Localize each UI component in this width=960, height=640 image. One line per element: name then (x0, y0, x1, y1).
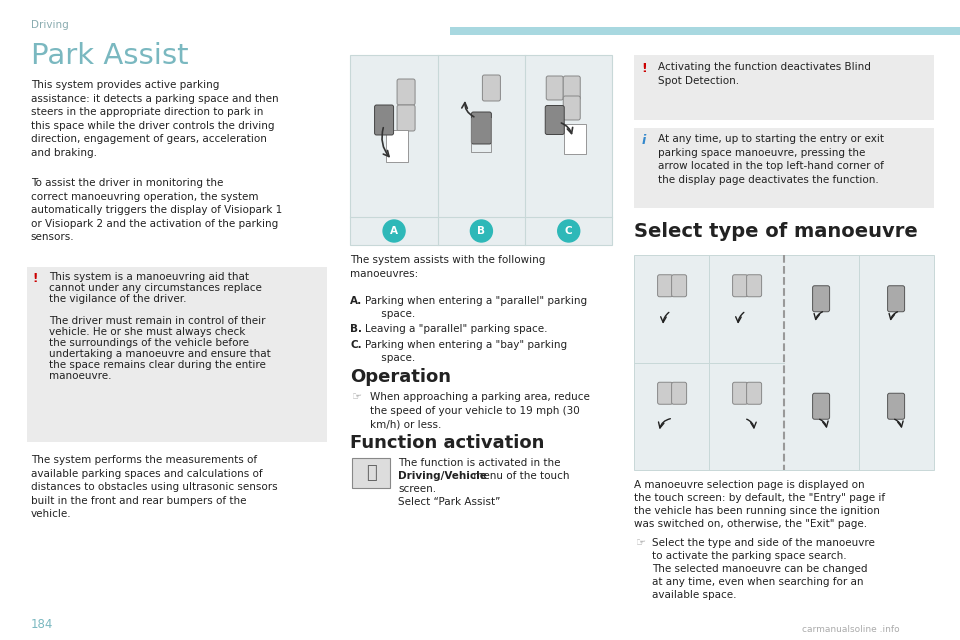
Bar (352, 458, 391, 488)
Text: To assist the driver in monitoring the
correct manoeuvring operation, the system: To assist the driver in monitoring the c… (31, 178, 282, 243)
Text: 184: 184 (31, 618, 53, 631)
Text: The selected manoeuvre can be changed: The selected manoeuvre can be changed (652, 564, 867, 574)
FancyBboxPatch shape (546, 76, 564, 100)
Circle shape (558, 220, 580, 242)
Text: Parking when entering a "bay" parking
     space.: Parking when entering a "bay" parking sp… (366, 340, 567, 363)
Text: When approaching a parking area, reduce
the speed of your vehicle to 19 mph (30
: When approaching a parking area, reduce … (371, 392, 590, 429)
FancyBboxPatch shape (564, 76, 580, 100)
FancyBboxPatch shape (658, 275, 673, 297)
FancyBboxPatch shape (747, 275, 761, 297)
FancyBboxPatch shape (732, 382, 748, 404)
Text: !: ! (33, 272, 38, 285)
Circle shape (470, 220, 492, 242)
Circle shape (383, 220, 405, 242)
Text: Activating the function deactivates Blind
Spot Detection.: Activating the function deactivates Blin… (658, 62, 871, 86)
Text: the touch screen: by default, the "Entry" page if: the touch screen: by default, the "Entry… (634, 493, 885, 503)
Text: the space remains clear during the entire: the space remains clear during the entir… (49, 360, 266, 370)
FancyBboxPatch shape (732, 275, 748, 297)
Text: the vigilance of the driver.: the vigilance of the driver. (49, 294, 186, 304)
Text: 🚗: 🚗 (366, 464, 376, 482)
Text: menu of the touch: menu of the touch (470, 471, 570, 481)
Text: The driver must remain in control of their: The driver must remain in control of the… (49, 316, 265, 326)
Text: Function activation: Function activation (350, 434, 544, 452)
Text: B: B (477, 226, 486, 236)
Text: The system assists with the following
manoeuvres:: The system assists with the following ma… (350, 255, 546, 278)
Text: cannot under any circumstances replace: cannot under any circumstances replace (49, 283, 261, 293)
Text: Select “Park Assist”: Select “Park Assist” (398, 497, 501, 507)
Bar (564, 124, 586, 154)
Text: the surroundings of the vehicle before: the surroundings of the vehicle before (49, 338, 249, 348)
FancyBboxPatch shape (672, 275, 686, 297)
FancyBboxPatch shape (482, 75, 500, 101)
Text: At any time, up to starting the entry or exit
parking space manoeuvre, pressing : At any time, up to starting the entry or… (658, 134, 883, 185)
Bar (634, 128, 933, 208)
Text: the vehicle has been running since the ignition: the vehicle has been running since the i… (634, 506, 879, 516)
FancyBboxPatch shape (888, 393, 904, 419)
FancyBboxPatch shape (812, 285, 829, 312)
FancyBboxPatch shape (397, 79, 415, 105)
Bar (634, 55, 933, 120)
Text: manoeuvre.: manoeuvre. (49, 371, 111, 381)
Bar (471, 118, 492, 152)
Bar (350, 55, 612, 245)
Bar (27, 267, 326, 442)
Text: C: C (564, 226, 572, 236)
Text: screen.: screen. (398, 484, 437, 494)
FancyBboxPatch shape (672, 382, 686, 404)
Text: carmanualsoline .info: carmanualsoline .info (803, 625, 900, 634)
Text: This system provides active parking
assistance: it detects a parking space and t: This system provides active parking assi… (31, 80, 278, 158)
Text: The system performs the measurements of
available parking spaces and calculation: The system performs the measurements of … (31, 455, 277, 520)
FancyBboxPatch shape (545, 106, 564, 134)
Text: This system is a manoeuvring aid that: This system is a manoeuvring aid that (49, 272, 249, 282)
Text: undertaking a manoeuvre and ensure that: undertaking a manoeuvre and ensure that (49, 349, 271, 359)
Text: C.: C. (350, 340, 362, 350)
FancyBboxPatch shape (658, 382, 673, 404)
Text: ☞: ☞ (352, 392, 362, 402)
FancyBboxPatch shape (888, 285, 904, 312)
Bar (634, 255, 933, 470)
Text: to activate the parking space search.: to activate the parking space search. (652, 551, 846, 561)
Text: vehicle. He or she must always check: vehicle. He or she must always check (49, 327, 245, 337)
Text: A manoeuvre selection page is displayed on: A manoeuvre selection page is displayed … (634, 480, 864, 490)
FancyBboxPatch shape (564, 96, 580, 120)
Text: was switched on, otherwise, the "Exit" page.: was switched on, otherwise, the "Exit" p… (634, 519, 867, 529)
Bar (450, 27, 960, 35)
Text: Select the type and side of the manoeuvre: Select the type and side of the manoeuvr… (652, 538, 875, 548)
Text: Leaving a "parallel" parking space.: Leaving a "parallel" parking space. (366, 324, 548, 334)
Text: at any time, even when searching for an: at any time, even when searching for an (652, 577, 863, 587)
FancyBboxPatch shape (471, 112, 492, 144)
FancyBboxPatch shape (747, 382, 761, 404)
FancyBboxPatch shape (397, 105, 415, 131)
Text: Park Assist: Park Assist (31, 42, 188, 70)
Text: Parking when entering a "parallel" parking
     space.: Parking when entering a "parallel" parki… (366, 296, 588, 319)
Text: A: A (390, 226, 398, 236)
Text: The function is activated in the: The function is activated in the (398, 458, 561, 468)
Text: available space.: available space. (652, 590, 736, 600)
Bar (386, 130, 408, 162)
Text: Select type of manoeuvre: Select type of manoeuvre (634, 222, 918, 241)
Text: Operation: Operation (350, 368, 451, 386)
FancyBboxPatch shape (374, 105, 394, 135)
Text: A.: A. (350, 296, 363, 306)
Text: Driving: Driving (31, 20, 68, 30)
Text: !: ! (641, 62, 647, 75)
Text: ☞: ☞ (636, 538, 645, 548)
Text: B.: B. (350, 324, 362, 334)
Text: i: i (641, 134, 646, 147)
Text: Driving/Vehicle: Driving/Vehicle (398, 471, 488, 481)
FancyBboxPatch shape (812, 393, 829, 419)
